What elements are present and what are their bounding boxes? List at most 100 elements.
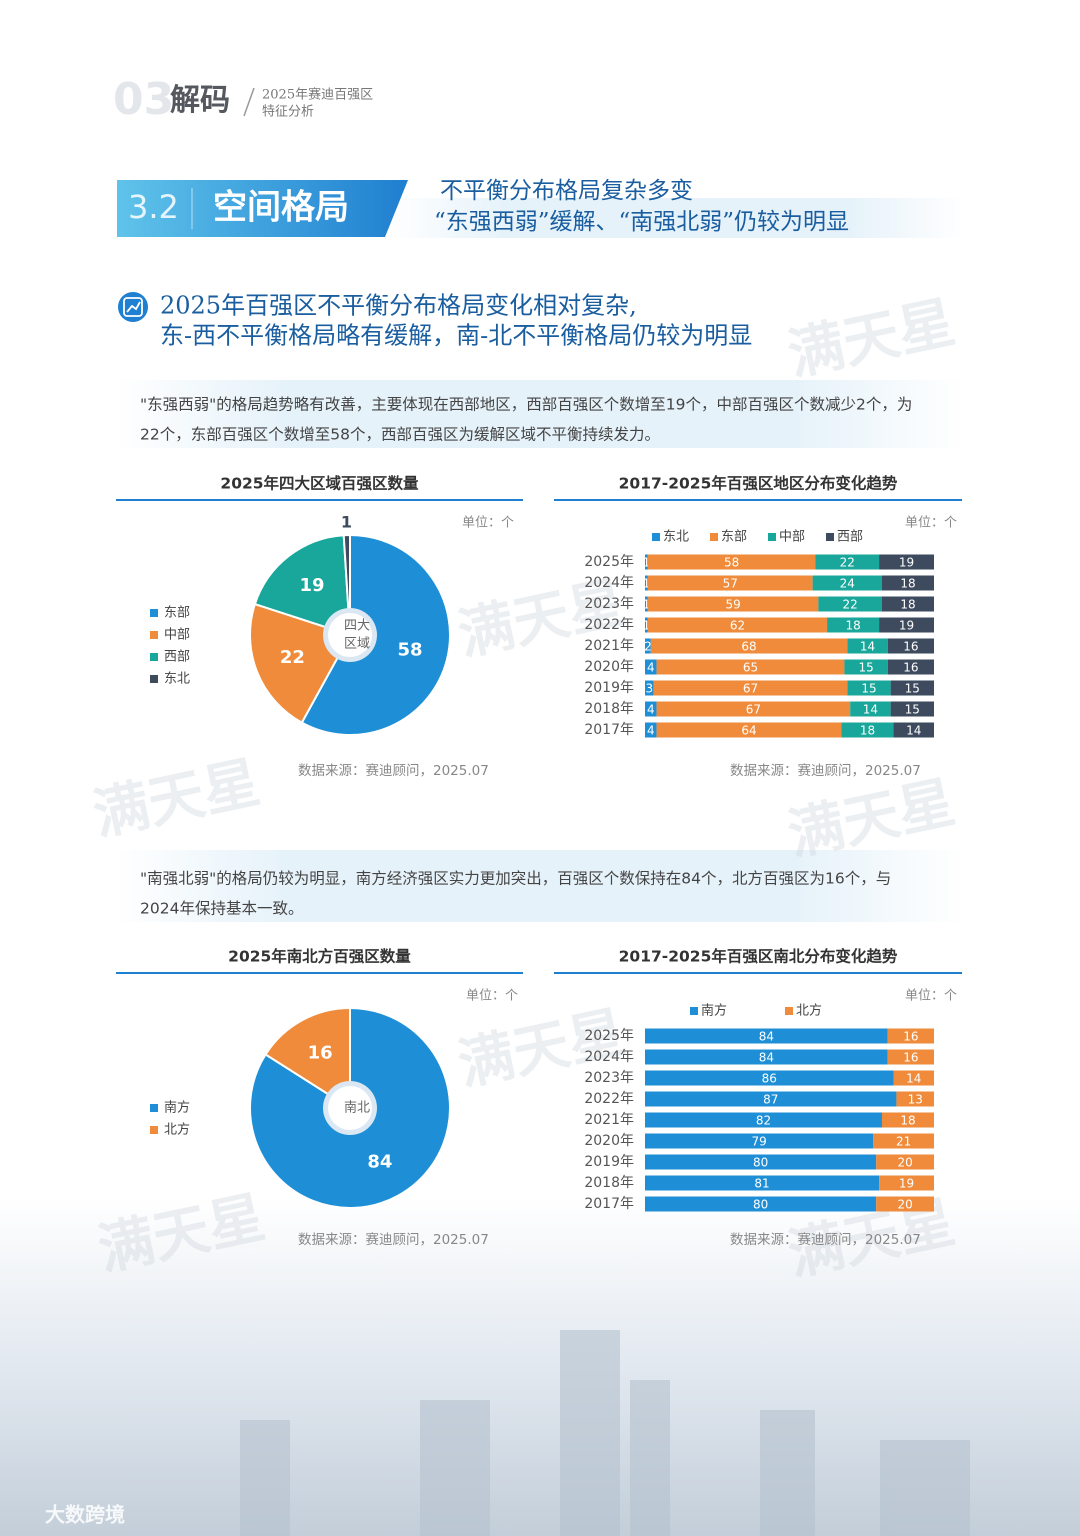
y-tick-label: 2019年 bbox=[584, 1154, 634, 1170]
slice-label: 58 bbox=[398, 639, 423, 660]
legend-label: 中部 bbox=[164, 628, 190, 643]
slice-label: 22 bbox=[280, 647, 305, 668]
bar-label: 18 bbox=[900, 598, 915, 612]
legend-swatch bbox=[826, 533, 834, 541]
y-tick-label: 2024年 bbox=[584, 575, 634, 591]
bar-label: 2 bbox=[644, 640, 652, 654]
bar-segment bbox=[893, 722, 934, 738]
bar-segment bbox=[645, 1154, 877, 1170]
bar-label: 14 bbox=[906, 1072, 921, 1086]
bar-label: 67 bbox=[743, 682, 758, 696]
source-label: 数据来源：赛迪顾问，2025.07 bbox=[730, 1232, 921, 1248]
legend-label: 北方 bbox=[796, 1003, 822, 1019]
banner-number: 3.2 bbox=[128, 188, 179, 226]
bar-label: 4 bbox=[647, 724, 655, 738]
watermarks: 满天星 满天星 满天星 满天星 满天星 满天星 满天星 bbox=[88, 290, 961, 1289]
legend-label: 南方 bbox=[164, 1100, 190, 1116]
bar-label: 81 bbox=[754, 1177, 769, 1191]
pie-center-label: 南北 bbox=[344, 1100, 370, 1116]
legend-swatch bbox=[785, 1007, 793, 1015]
bar-label: 15 bbox=[858, 661, 873, 675]
slice-label: 84 bbox=[367, 1151, 392, 1172]
legend-label: 西部 bbox=[837, 530, 863, 545]
bar-label: 14 bbox=[906, 724, 921, 738]
bar-segment bbox=[656, 701, 851, 717]
y-tick-label: 2020年 bbox=[584, 659, 634, 675]
source-label: 数据来源：赛迪顾问，2025.07 bbox=[298, 1232, 489, 1248]
paragraph-band bbox=[115, 380, 965, 448]
paragraph: "南强北弱"的格局仍较为明显，南方经济强区实力更加突出，百强区个数保持在84个，… bbox=[140, 870, 891, 888]
y-tick-label: 2020年 bbox=[584, 1133, 634, 1149]
bar-label: 15 bbox=[861, 682, 876, 696]
paragraph: 2024年保持基本一致。 bbox=[140, 900, 303, 918]
legend-label: 西部 bbox=[164, 650, 190, 665]
pie-slice bbox=[264, 1006, 351, 1110]
legend-swatch bbox=[150, 631, 158, 639]
legend-swatch bbox=[710, 533, 718, 541]
y-tick-label: 2017年 bbox=[584, 722, 634, 738]
bar-segment bbox=[887, 1049, 934, 1065]
bar-label: 21 bbox=[896, 1135, 911, 1149]
paragraph-band bbox=[115, 850, 965, 922]
bar-segment bbox=[645, 638, 651, 654]
banner-tagline: “东强西弱”缓解、“南强北弱”仍较为明显 bbox=[434, 209, 849, 235]
bar-label: 67 bbox=[746, 703, 761, 717]
bar-segment bbox=[656, 659, 845, 675]
slice-label: 1 bbox=[341, 513, 352, 532]
y-tick-label: 2025年 bbox=[584, 554, 634, 570]
bar-label: 18 bbox=[900, 1114, 915, 1128]
bar-segment bbox=[647, 596, 819, 612]
bar-segment bbox=[647, 575, 813, 591]
banner-band bbox=[390, 198, 965, 238]
bar-segment bbox=[645, 1196, 877, 1212]
bar-segment bbox=[841, 722, 894, 738]
bar-segment bbox=[645, 1112, 882, 1128]
bar-label: 84 bbox=[759, 1030, 774, 1044]
banner-tagline: 不平衡分布格局复杂多变 bbox=[440, 178, 693, 204]
bar-segment bbox=[818, 596, 882, 612]
bar-segment bbox=[645, 596, 648, 612]
bar-segment bbox=[653, 680, 848, 696]
legend-swatch bbox=[768, 533, 776, 541]
bar-segment bbox=[850, 701, 891, 717]
source-label: 数据来源：赛迪顾问，2025.07 bbox=[298, 763, 489, 779]
bar-label: 62 bbox=[730, 619, 745, 633]
section-title: 解码 bbox=[170, 83, 230, 118]
bar-label: 79 bbox=[752, 1135, 767, 1149]
bar-segment bbox=[873, 1133, 934, 1149]
bar-label: 19 bbox=[899, 619, 914, 633]
y-tick-label: 2021年 bbox=[584, 638, 634, 654]
bar-segment bbox=[847, 638, 888, 654]
bar-segment bbox=[812, 575, 882, 591]
bar-segment bbox=[645, 1175, 880, 1191]
legend-swatch bbox=[150, 675, 158, 683]
bar-segment bbox=[645, 1070, 894, 1086]
bar-label: 1 bbox=[643, 577, 651, 591]
banner-title: 空间格局 bbox=[213, 188, 349, 228]
legend-swatch bbox=[652, 533, 660, 541]
bar-segment bbox=[645, 575, 648, 591]
bar-segment bbox=[890, 701, 934, 717]
bar-segment bbox=[879, 617, 934, 633]
legend-swatch bbox=[690, 1007, 698, 1015]
bar-segment bbox=[656, 722, 842, 738]
y-tick-label: 2023年 bbox=[584, 1070, 634, 1086]
bar-segment bbox=[887, 659, 934, 675]
y-tick-label: 2022年 bbox=[584, 1091, 634, 1107]
bar-label: 22 bbox=[843, 598, 858, 612]
source-label: 数据来源：赛迪顾问，2025.07 bbox=[730, 763, 921, 779]
bar-segment bbox=[650, 638, 848, 654]
divider bbox=[243, 87, 255, 117]
bar-segment bbox=[847, 680, 891, 696]
bar-label: 18 bbox=[860, 724, 875, 738]
section-number: 03 bbox=[113, 74, 174, 125]
legend-label: 北方 bbox=[164, 1122, 190, 1138]
bar-label: 14 bbox=[860, 640, 875, 654]
bar-segment bbox=[645, 722, 657, 738]
bar-label: 14 bbox=[863, 703, 878, 717]
bar-segment bbox=[881, 1112, 934, 1128]
bar-segment bbox=[645, 680, 654, 696]
bar-segment bbox=[645, 659, 657, 675]
bar-segment bbox=[876, 1196, 934, 1212]
